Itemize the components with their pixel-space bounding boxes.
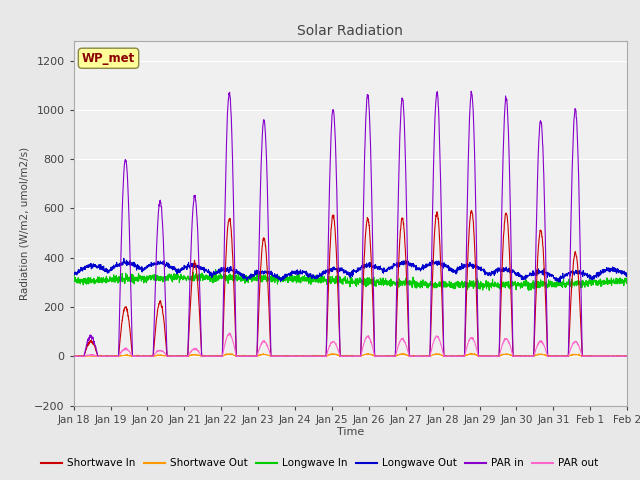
- Title: Solar Radiation: Solar Radiation: [298, 24, 403, 38]
- X-axis label: Time: Time: [337, 427, 364, 437]
- Legend: Shortwave In, Shortwave Out, Longwave In, Longwave Out, PAR in, PAR out: Shortwave In, Shortwave Out, Longwave In…: [37, 454, 603, 472]
- Text: WP_met: WP_met: [82, 52, 135, 65]
- Y-axis label: Radiation (W/m2, umol/m2/s): Radiation (W/m2, umol/m2/s): [20, 146, 30, 300]
